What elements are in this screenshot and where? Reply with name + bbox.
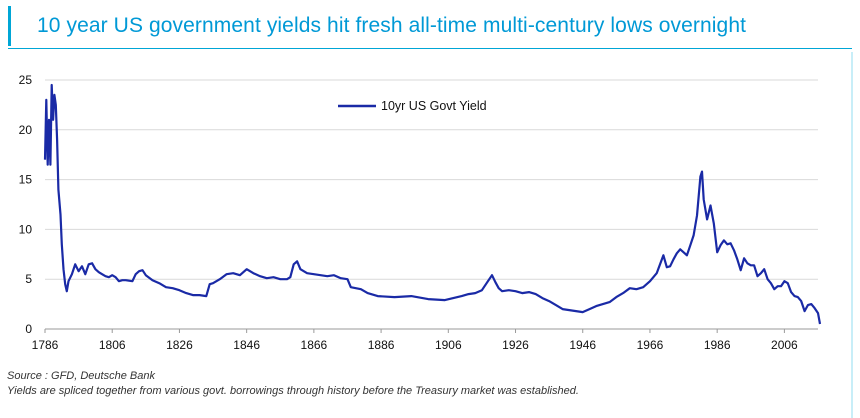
y-tick-label-25: 25 (19, 73, 33, 87)
x-tick-label-1966: 1966 (637, 338, 664, 352)
x-tick-label-1926: 1926 (502, 338, 529, 352)
y-tick-label-5: 5 (25, 272, 32, 286)
y-tick-label-20: 20 (19, 123, 33, 137)
y-tick-label-10: 10 (19, 222, 33, 236)
chart-title: 10 year US government yields hit fresh a… (37, 14, 747, 37)
x-tick-label-1866: 1866 (301, 338, 328, 352)
x-tick-label-1826: 1826 (166, 338, 193, 352)
title-underline (8, 48, 852, 49)
title-accent-rule (8, 6, 11, 46)
legend-label: 10yr US Govt Yield (381, 99, 487, 113)
title-bar: 10 year US government yields hit fresh a… (0, 0, 860, 52)
grid-lines (45, 79, 818, 280)
right-edge-rule (851, 52, 853, 418)
y-tick-label-15: 15 (19, 173, 33, 187)
series-group (43, 83, 822, 325)
series-line-10yr-yield (43, 83, 822, 325)
x-tick-label-1986: 1986 (704, 338, 731, 352)
x-tick-label-1946: 1946 (569, 338, 596, 352)
x-tick-label-1786: 1786 (32, 338, 59, 352)
x-tick-label-1806: 1806 (99, 338, 126, 352)
legend: 10yr US Govt Yield (338, 99, 487, 113)
y-axis-tick-labels: 0 5 10 15 20 25 (19, 73, 33, 336)
x-tick-label-1906: 1906 (435, 338, 462, 352)
x-tick-label-1886: 1886 (368, 338, 395, 352)
footnote: Yields are spliced together from various… (7, 385, 579, 397)
x-tick-label-2006: 2006 (771, 338, 798, 352)
y-tick-label-0: 0 (25, 322, 32, 336)
source-note: Source : GFD, Deutsche Bank (7, 370, 155, 382)
x-axis-tick-labels: 1786 1806 1826 1846 1866 1886 1906 1926 1946 1966… (32, 329, 798, 352)
x-tick-label-1846: 1846 (233, 338, 260, 352)
